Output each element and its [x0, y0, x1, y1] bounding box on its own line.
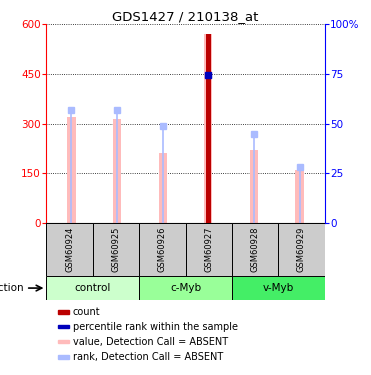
- Text: GSM60924: GSM60924: [65, 226, 74, 272]
- Text: c-Myb: c-Myb: [170, 283, 201, 293]
- Bar: [232, 276, 325, 300]
- Text: GSM60926: GSM60926: [158, 226, 167, 272]
- Text: count: count: [73, 307, 100, 317]
- Bar: [58, 325, 69, 328]
- Bar: [206, 34, 211, 223]
- Bar: [58, 310, 69, 314]
- Bar: [113, 118, 121, 223]
- Text: rank, Detection Call = ABSENT: rank, Detection Call = ABSENT: [73, 352, 223, 362]
- Bar: [139, 223, 186, 276]
- Text: GSM60929: GSM60929: [297, 226, 306, 272]
- Text: value, Detection Call = ABSENT: value, Detection Call = ABSENT: [73, 336, 228, 346]
- Text: control: control: [75, 283, 111, 293]
- Text: v-Myb: v-Myb: [263, 283, 294, 293]
- Bar: [186, 223, 232, 276]
- Bar: [158, 153, 167, 223]
- Bar: [46, 276, 139, 300]
- Text: GSM60925: GSM60925: [111, 226, 121, 272]
- Bar: [204, 34, 213, 223]
- Bar: [68, 117, 76, 223]
- Bar: [295, 170, 303, 223]
- Bar: [46, 223, 93, 276]
- Bar: [139, 276, 232, 300]
- Bar: [278, 223, 325, 276]
- Bar: [58, 340, 69, 344]
- Text: GSM60928: GSM60928: [250, 226, 260, 272]
- Text: infection: infection: [0, 283, 24, 293]
- Title: GDS1427 / 210138_at: GDS1427 / 210138_at: [112, 10, 259, 23]
- Text: percentile rank within the sample: percentile rank within the sample: [73, 321, 237, 332]
- Bar: [58, 355, 69, 359]
- Text: GSM60927: GSM60927: [204, 226, 213, 272]
- Bar: [93, 223, 139, 276]
- Bar: [232, 223, 278, 276]
- Bar: [250, 150, 258, 223]
